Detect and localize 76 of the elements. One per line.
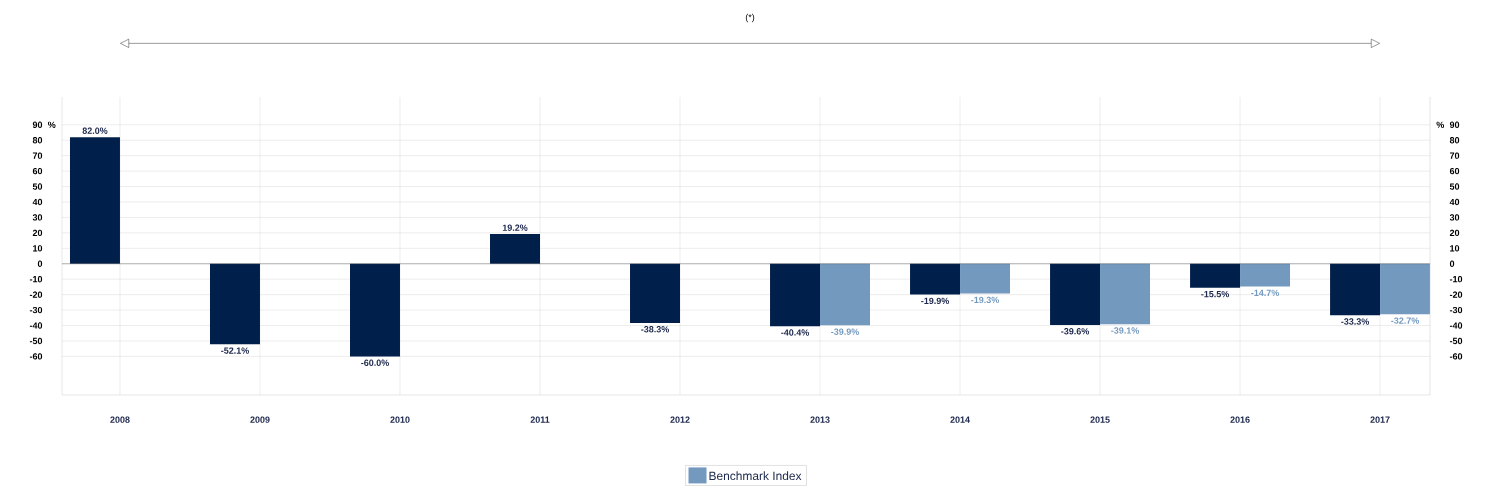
data-label: -32.7%: [1391, 317, 1420, 324]
x-tick-label: 2015: [1090, 416, 1110, 423]
bar: [1100, 263, 1151, 325]
data-label: -38.3%: [641, 326, 669, 333]
x-tick-label: 2010: [390, 416, 410, 423]
x-tick-label: 2013: [810, 416, 830, 423]
bar: [1190, 263, 1241, 288]
x-tick-label: 2014: [950, 416, 970, 423]
y2-tick-label: 0: [1449, 260, 1455, 267]
text: (*): [745, 13, 755, 23]
bar: [770, 263, 821, 327]
bar: [1330, 263, 1381, 316]
y-tick-label: 20: [32, 229, 43, 237]
data-label: -60.0%: [361, 359, 389, 366]
data-label: -40.4%: [781, 329, 809, 336]
data-label: -15.5%: [1201, 290, 1230, 298]
data-label: -39.9%: [831, 328, 859, 335]
y-tick-label: 30: [32, 214, 43, 221]
y-tick-label: -10: [29, 276, 43, 283]
x-tick-label: 2012: [670, 416, 690, 423]
bar: [1050, 263, 1101, 325]
y2-axis-title: %: [1436, 121, 1445, 128]
y2-tick-label: -10: [1449, 276, 1463, 283]
y2-tick-label: -60: [1449, 353, 1463, 360]
bar: [350, 263, 400, 357]
bar: [1240, 263, 1291, 287]
bar: [1380, 263, 1431, 315]
y-tick-label: 0: [37, 260, 43, 267]
bar: [630, 263, 681, 323]
legend-label: Benchmark Index: [709, 471, 802, 481]
y-tick-label: -40: [29, 322, 43, 329]
data-label: -19.3%: [971, 296, 999, 304]
y-tick-label: 90: [32, 121, 43, 128]
y-axis-title: %: [47, 121, 56, 128]
y2-tick-label: 20: [1449, 229, 1460, 237]
y-tick-label: -60: [29, 353, 43, 360]
y2-tick-label: -30: [1449, 306, 1463, 314]
y-tick-label: 60: [32, 167, 43, 175]
x-tick-label: 2008: [110, 416, 130, 423]
data-label: -19.9%: [921, 297, 949, 305]
y2-tick-label: 40: [1449, 198, 1460, 206]
y-tick-label: -50: [29, 337, 43, 345]
data-label: -52.1%: [221, 347, 249, 354]
y2-tick-label: -50: [1449, 337, 1463, 345]
y-tick-label: 80: [32, 137, 43, 144]
y-tick-label: 40: [32, 198, 43, 206]
x-tick-label: 2011: [530, 416, 550, 423]
bar: [910, 263, 961, 295]
bar: [209, 263, 260, 345]
bar: [820, 263, 870, 326]
y2-tick-label: -40: [1449, 322, 1463, 329]
data-label: -39.6%: [1061, 328, 1090, 335]
y2-tick-label: 80: [1449, 137, 1460, 144]
data-label: -33.3%: [1341, 318, 1370, 325]
x-tick-label: 2017: [1370, 416, 1390, 423]
y2-tick-label: -20: [1449, 291, 1463, 298]
y2-tick-label: 30: [1449, 214, 1460, 221]
data-label: -14.7%: [1251, 289, 1279, 296]
y2-tick-label: 10: [1450, 245, 1460, 252]
y-tick-label: -20: [29, 291, 43, 298]
data-label: -39.1%: [1111, 327, 1139, 334]
y-tick-label: 70: [32, 152, 43, 159]
y2-tick-label: 90: [1449, 121, 1460, 128]
bar: [69, 137, 120, 264]
y-tick-label: 50: [32, 183, 43, 190]
bar: [490, 234, 540, 264]
data-label: 82.0%: [82, 127, 108, 134]
x-tick-label: 2009: [250, 416, 270, 423]
y2-tick-label: 60: [1449, 167, 1460, 175]
bar: [960, 263, 1011, 294]
y-tick-label: -30: [29, 306, 43, 314]
y-tick-label: 10: [33, 245, 43, 252]
y2-tick-label: 50: [1449, 183, 1460, 190]
x-tick-label: 2016: [1230, 416, 1250, 423]
data-label: 19.2%: [502, 224, 528, 231]
y2-tick-label: 70: [1449, 152, 1460, 159]
